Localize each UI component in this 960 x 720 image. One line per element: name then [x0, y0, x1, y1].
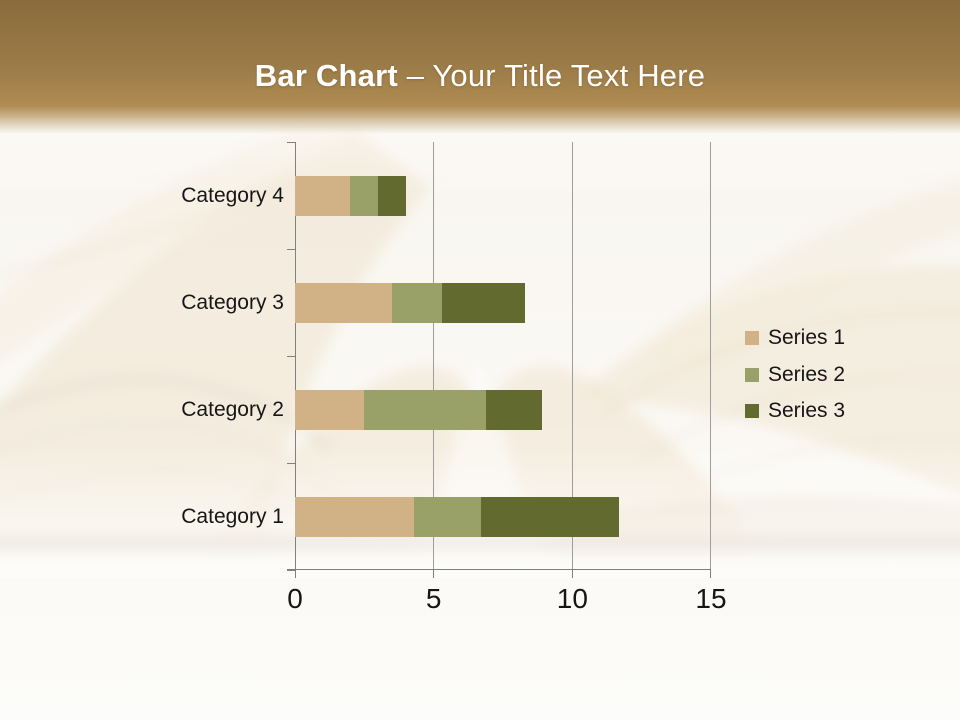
bar-segment-category-4-series-2	[350, 175, 379, 216]
legend-item-series-1: Series 1	[745, 326, 845, 350]
y-axis-tick-mark	[287, 462, 295, 464]
x-axis-tick-label: 15	[695, 583, 727, 614]
category-label: Category 3	[181, 290, 284, 314]
legend-label: Series 2	[768, 362, 846, 386]
chart-legend: Series 1 Series 2 Series 3	[745, 0, 955, 720]
y-axis-tick-mark	[287, 355, 295, 357]
y-axis-tick-mark	[287, 569, 295, 571]
bar-segment-category-2-series-2	[364, 389, 487, 430]
y-axis-line	[294, 142, 296, 570]
legend-label: Series 1	[768, 326, 846, 349]
bar-segment-category-1-series-1	[295, 496, 415, 537]
category-label: Category 2	[181, 397, 284, 421]
slide-title-rest: – Your Title Text Here	[406, 58, 706, 93]
x-axis-tick-label: 10	[556, 583, 588, 614]
x-axis-tick-mark	[571, 570, 573, 578]
legend-swatch-series-1	[745, 331, 759, 345]
category-label: Category 4	[181, 183, 284, 207]
category-label: Category 1	[181, 504, 284, 528]
slide-title: Bar Chart – Your Title Text Here	[0, 56, 960, 96]
x-axis-tick-mark	[294, 570, 296, 578]
legend-swatch-series-2	[745, 367, 759, 382]
legend-label: Series 3	[768, 399, 846, 422]
legend-item-series-2: Series 2	[745, 363, 845, 387]
gridline-x-5	[433, 142, 435, 570]
x-axis-tick-label: 5	[425, 583, 442, 614]
x-axis-tick-label: 0	[287, 583, 303, 614]
bar-segment-category-1-series-2	[414, 496, 481, 537]
y-axis-tick-mark	[287, 141, 295, 143]
legend-swatch-series-3	[745, 404, 759, 418]
bar-segment-category-3-series-2	[392, 282, 442, 323]
gridline-x-10	[571, 142, 573, 570]
bar-segment-category-4-series-1	[295, 175, 351, 216]
bar-segment-category-1-series-3	[480, 496, 620, 537]
bar-segment-category-4-series-3	[378, 175, 406, 216]
gridline-x-15	[710, 142, 712, 570]
bar-segment-category-2-series-1	[295, 389, 365, 430]
x-axis-tick-mark	[710, 570, 712, 578]
y-axis-tick-mark	[287, 248, 295, 250]
x-axis-tick-mark	[433, 570, 435, 578]
bar-segment-category-2-series-3	[486, 389, 542, 430]
legend-item-series-3: Series 3	[745, 399, 845, 423]
x-axis-line	[287, 569, 711, 570]
bar-segment-category-3-series-1	[295, 282, 393, 323]
title-bar: Bar Chart – Your Title Text Here	[0, 0, 960, 134]
slide-title-bold: Bar Chart	[254, 58, 398, 93]
bar-segment-category-3-series-3	[441, 282, 526, 323]
